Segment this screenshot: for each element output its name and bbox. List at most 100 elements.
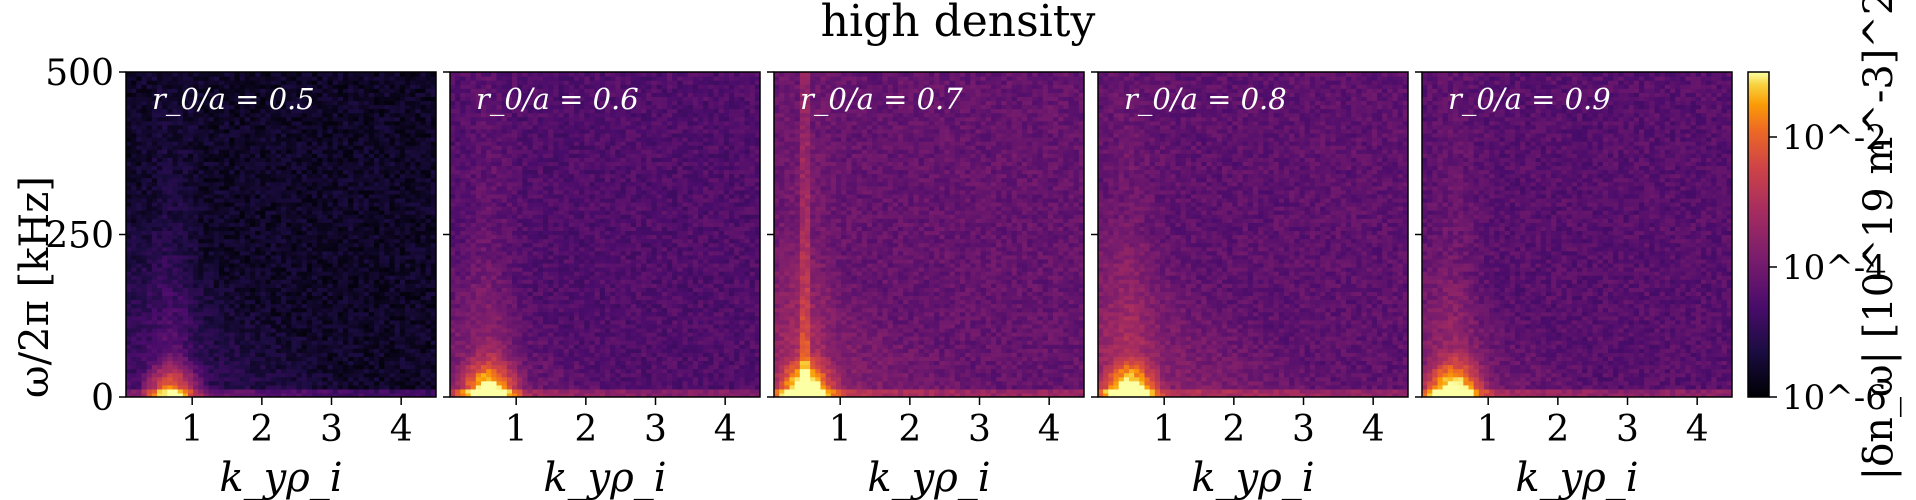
heatmap-cell	[301, 145, 308, 150]
heatmap-cell	[167, 242, 174, 248]
heatmap-cell	[410, 145, 416, 150]
heatmap-cell	[410, 380, 416, 386]
heatmap-cell	[203, 348, 210, 353]
heatmap-cell	[296, 234, 303, 240]
heatmap-cell	[151, 173, 158, 179]
heatmap-cell	[425, 275, 432, 280]
heatmap-cell	[415, 368, 422, 374]
heatmap-cell	[430, 262, 436, 268]
heatmap-cell	[384, 185, 391, 191]
heatmap-cell	[182, 214, 189, 219]
heatmap-cell	[224, 352, 230, 357]
heatmap-cell	[374, 177, 380, 183]
heatmap-cell	[234, 384, 241, 390]
heatmap-cell	[455, 319, 461, 325]
heatmap-cell	[239, 388, 246, 394]
heatmap-cell	[167, 193, 174, 199]
heatmap-cell	[167, 202, 174, 207]
heatmap-cell	[327, 112, 334, 118]
heatmap-cell	[394, 392, 401, 397]
heatmap-cell	[141, 307, 148, 313]
heatmap-cell	[301, 291, 308, 297]
heatmap-cell	[208, 234, 215, 240]
heatmap-cell	[425, 307, 432, 313]
heatmap-cell	[224, 96, 230, 102]
heatmap-cell	[157, 230, 163, 236]
heatmap-cell	[219, 360, 225, 366]
heatmap-cell	[131, 348, 137, 353]
heatmap-cell	[270, 254, 277, 260]
heatmap-cell	[229, 340, 236, 345]
heatmap-cell	[363, 185, 370, 191]
heatmap-cell	[430, 372, 436, 378]
heatmap-cell	[415, 226, 422, 232]
heatmap-cell	[450, 238, 456, 244]
heatmap-cell	[296, 120, 303, 126]
heatmap-cell	[301, 132, 308, 138]
heatmap-cell	[157, 124, 163, 130]
heatmap-cell	[250, 299, 256, 305]
heatmap-cell	[275, 267, 282, 272]
heatmap-cell	[358, 145, 365, 150]
heatmap-cell	[291, 137, 298, 142]
heatmap-cell	[203, 380, 210, 386]
heatmap-cell	[384, 206, 391, 211]
heatmap-cell	[151, 234, 158, 240]
heatmap-cell	[455, 177, 461, 183]
heatmap-cell	[270, 210, 277, 215]
heatmap-cell	[358, 380, 365, 386]
heatmap-cell	[275, 287, 282, 292]
heatmap-cell	[213, 271, 220, 276]
heatmap-cell	[275, 76, 282, 81]
heatmap-cell	[151, 218, 158, 223]
heatmap-cell	[255, 364, 261, 370]
heatmap-cell	[420, 214, 427, 219]
heatmap-cell	[405, 226, 411, 232]
heatmap-cell	[265, 84, 272, 89]
heatmap-cell	[234, 299, 241, 305]
heatmap-cell	[229, 295, 236, 301]
heatmap-cell	[193, 299, 199, 305]
heatmap-cell	[410, 132, 416, 138]
heatmap-cell	[250, 372, 256, 378]
heatmap-cell	[157, 368, 163, 374]
heatmap-cell	[410, 214, 416, 219]
heatmap-cell	[131, 327, 137, 333]
heatmap-cell	[455, 311, 461, 317]
heatmap-cell	[327, 234, 334, 240]
heatmap-cell	[244, 250, 251, 256]
heatmap-cell	[136, 319, 143, 325]
heatmap-cell	[389, 112, 396, 118]
heatmap-cell	[265, 299, 272, 305]
heatmap-cell	[229, 193, 236, 199]
heatmap-cell	[229, 372, 236, 378]
heatmap-cell	[455, 234, 461, 240]
heatmap-cell	[312, 153, 318, 158]
heatmap-cell	[167, 344, 174, 349]
heatmap-cell	[151, 189, 158, 195]
heatmap-cell	[296, 141, 303, 146]
heatmap-cell	[234, 279, 241, 284]
heatmap-cell	[384, 258, 391, 264]
heatmap-cell	[151, 356, 158, 362]
heatmap-cell	[312, 295, 318, 301]
heatmap-cell	[219, 348, 225, 353]
heatmap-cell	[255, 108, 261, 114]
heatmap-cell	[219, 108, 225, 114]
heatmap-cell	[286, 169, 292, 175]
heatmap-cell	[399, 193, 406, 199]
heatmap-cell	[255, 137, 261, 142]
heatmap-cell	[296, 364, 303, 370]
heatmap-cell	[343, 368, 349, 374]
heatmap-cell	[410, 210, 416, 215]
heatmap-cell	[353, 348, 360, 353]
heatmap-cell	[374, 368, 380, 374]
heatmap-cell	[332, 364, 339, 370]
heatmap-cell	[177, 372, 184, 378]
heatmap-cell	[255, 327, 261, 333]
heatmap-cell	[358, 384, 365, 390]
heatmap-cell	[167, 108, 174, 114]
heatmap-cell	[141, 173, 148, 179]
heatmap-cell	[322, 165, 329, 171]
heatmap-cell	[234, 275, 241, 280]
